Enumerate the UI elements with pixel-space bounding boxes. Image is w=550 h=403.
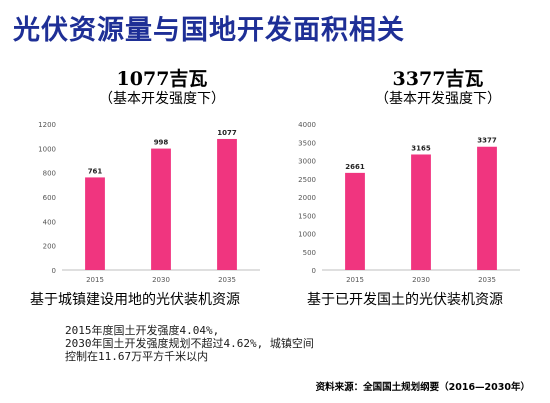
chart-2-bar-2035 <box>477 146 497 270</box>
chart-1-headline: 1077吉瓦 <box>116 68 208 90</box>
chart-1-x-tick-label: 2035 <box>218 276 236 284</box>
note-line-2: 2030年国土开发强度规划不超过4.62%, 城镇空间 <box>65 337 314 350</box>
chart-2-caption: 基于已开发国土的光伏装机资源 <box>307 292 503 308</box>
chart-1-y-tick-label: 0 <box>52 267 56 275</box>
chart-2-data-label: 2661 <box>345 163 365 171</box>
page-title: 光伏资源量与国地开发面积相关 <box>13 15 405 46</box>
chart-2-y-tick-label: 0 <box>312 267 316 275</box>
bar-chart-2: 0 500 1000 1500 2000 2500 3000 3500 4000 2661 2015… <box>298 121 520 284</box>
chart-2-x-tick-label: 2030 <box>412 276 430 284</box>
chart-1-data-label: 1077 <box>217 129 237 137</box>
chart-1-x-tick-label: 2030 <box>152 276 170 284</box>
chart-1-y-tick-label: 200 <box>43 243 56 251</box>
chart-2-y-tick-label: 2500 <box>298 176 316 184</box>
chart-2-bar-2015 <box>345 172 365 270</box>
chart-2-data-label: 3377 <box>477 137 497 145</box>
chart-1-bar-2035 <box>217 138 237 270</box>
note-line-3: 控制在11.67万平方千米以内 <box>65 350 209 363</box>
chart-2-y-tick-label: 4000 <box>298 121 316 129</box>
chart-1-y-tick-label: 1000 <box>38 145 56 153</box>
chart-1-data-label: 998 <box>154 139 169 147</box>
chart-1-y-tick-label: 400 <box>43 218 56 226</box>
note-line-1: 2015年度国土开发强度4.04%, <box>65 324 220 337</box>
chart-2-y-tick-label: 1500 <box>298 212 316 220</box>
chart-1-subline: （基本开发强度下） <box>99 91 225 107</box>
chart-2-y-tick-label: 3500 <box>298 139 316 147</box>
note-block: 2015年度国土开发强度4.04%, 2030年国土开发强度规划不超过4.62%… <box>65 324 314 363</box>
source-note: 资料来源：全国国土规划纲要（2016—2030年） <box>315 382 530 393</box>
chart-2-y-tick-label: 3000 <box>298 158 316 166</box>
chart-2-x-tick-label: 2035 <box>478 276 496 284</box>
chart-1-bar-2030 <box>151 148 171 270</box>
chart-2-y-tick-label: 1000 <box>298 231 316 239</box>
chart-2-header: 3377吉瓦 （基本开发强度下） <box>328 68 548 108</box>
chart-1-header: 1077吉瓦 （基本开发强度下） <box>52 68 272 108</box>
chart-1-y-tick-label: 1200 <box>38 121 56 129</box>
chart-1-y-tick-label: 600 <box>43 194 56 202</box>
bar-chart-1: 0 200 400 600 800 1000 1200 761 2015 998 2030 1077 2… <box>38 121 260 284</box>
chart-1-y-tick-label: 800 <box>43 170 56 178</box>
chart-1-data-label: 761 <box>88 167 103 175</box>
chart-2-bar-2030 <box>411 154 431 270</box>
chart-1-x-tick-label: 2015 <box>86 276 104 284</box>
chart-2-subline: （基本开发强度下） <box>375 91 501 107</box>
chart-2-data-label: 3165 <box>411 144 431 152</box>
chart-1-bar-2015 <box>85 177 105 270</box>
chart-2-y-tick-label: 500 <box>303 249 316 257</box>
chart-2-x-tick-label: 2015 <box>346 276 364 284</box>
chart-2-headline: 3377吉瓦 <box>392 68 484 90</box>
chart-2-y-tick-label: 2000 <box>298 194 316 202</box>
chart-1-caption: 基于城镇建设用地的光伏装机资源 <box>30 292 240 308</box>
